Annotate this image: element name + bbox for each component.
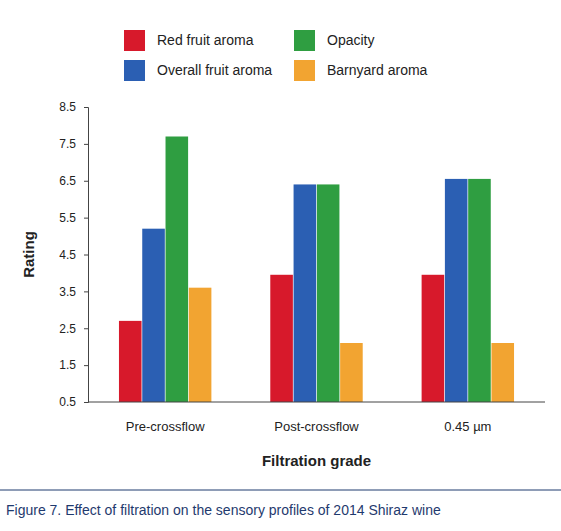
- legend-label: Opacity: [327, 32, 374, 48]
- y-tick-mark: [84, 181, 88, 182]
- y-axis: 0.5 1.5 2.5 3.5 4.5 5.5 6.5 7.5 8.5: [59, 100, 88, 409]
- legend-item: Opacity: [294, 30, 374, 51]
- bar: [317, 184, 340, 402]
- x-tick: 0.45 µm: [444, 419, 491, 434]
- x-tick-label: Post-crossflow: [274, 419, 359, 434]
- y-tick: 7.5: [59, 137, 88, 151]
- x-tick-label: 0.45 µm: [444, 419, 491, 434]
- legend-swatch: [124, 60, 145, 81]
- x-tick: Post-crossflow: [274, 419, 359, 434]
- x-axis: Pre-crossflow Post-crossflow 0.45 µm: [88, 402, 545, 434]
- x-axis-line: [88, 402, 545, 403]
- y-tick-label: 5.5: [59, 211, 76, 225]
- legend-swatch: [294, 60, 315, 81]
- y-tick-mark: [84, 328, 88, 329]
- y-tick-label: 3.5: [59, 285, 76, 299]
- y-axis-line: [84, 108, 89, 403]
- y-axis-title: Rating: [20, 231, 37, 278]
- bar: [491, 343, 514, 402]
- y-tick-label: 4.5: [59, 248, 76, 262]
- x-tick: Pre-crossflow: [126, 419, 205, 434]
- y-tick-mark: [84, 107, 88, 108]
- y-tick-mark: [84, 144, 88, 145]
- bar: [422, 275, 445, 402]
- bar: [340, 343, 363, 402]
- bar: [294, 184, 317, 402]
- y-tick: 8.5: [59, 100, 88, 114]
- chart: 0.5 1.5 2.5 3.5 4.5 5.5 6.5 7.5 8.5 Pre-crossflow…: [0, 0, 561, 531]
- y-tick: 3.5: [59, 285, 88, 299]
- y-tick-label: 7.5: [59, 137, 76, 151]
- y-tick-label: 6.5: [59, 174, 76, 188]
- y-tick-label: 0.5: [59, 395, 76, 409]
- bar: [142, 229, 165, 402]
- y-tick: 2.5: [59, 322, 88, 336]
- legend-label: Barnyard aroma: [327, 62, 428, 78]
- bars: [119, 137, 514, 403]
- legend-item: Overall fruit aroma: [124, 60, 272, 81]
- x-tick-label: Pre-crossflow: [126, 419, 205, 434]
- y-tick-mark: [84, 218, 88, 219]
- y-tick: 1.5: [59, 358, 88, 372]
- bar: [445, 179, 468, 402]
- y-tick-mark: [84, 255, 88, 256]
- legend-label: Red fruit aroma: [157, 32, 254, 48]
- y-tick-label: 1.5: [59, 358, 76, 372]
- y-tick-mark: [84, 402, 88, 403]
- bar: [119, 321, 142, 402]
- y-tick: 4.5: [59, 248, 88, 262]
- bar: [468, 179, 491, 402]
- y-tick: 6.5: [59, 174, 88, 188]
- bar: [189, 288, 212, 402]
- caption-rule: [0, 490, 561, 491]
- y-tick-mark: [84, 365, 88, 366]
- bar: [166, 137, 189, 403]
- title: Figure 7. Effect of filtration on the se…: [6, 502, 441, 518]
- bar: [270, 275, 293, 402]
- legend-swatch: [124, 30, 145, 51]
- x-axis-title: Filtration grade: [262, 452, 371, 469]
- y-tick: 5.5: [59, 211, 88, 225]
- legend-item: Red fruit aroma: [124, 30, 254, 51]
- legend: Red fruit aroma Overall fruit aroma Opacit…: [124, 30, 428, 81]
- y-tick-label: 8.5: [59, 100, 76, 114]
- legend-swatch: [294, 30, 315, 51]
- legend-label: Overall fruit aroma: [157, 62, 272, 78]
- legend-item: Barnyard aroma: [294, 60, 428, 81]
- y-tick-mark: [84, 291, 88, 292]
- y-tick: 0.5: [59, 395, 88, 409]
- y-tick-label: 2.5: [59, 322, 76, 336]
